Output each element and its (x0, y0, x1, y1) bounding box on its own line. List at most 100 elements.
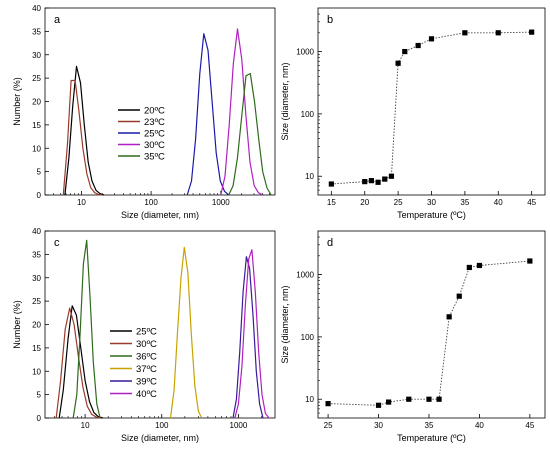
panel-b: 15 20 25 30 35 40 45 10 100 1000 Temperature (ºC) S… (280, 7, 546, 220)
panel-label: d (327, 237, 333, 249)
y-tick-label: 10 (32, 367, 41, 376)
y-tick-label: 100 (301, 110, 315, 119)
data-point (325, 401, 331, 407)
data-point (368, 178, 375, 184)
x-tick-label: 45 (525, 421, 534, 430)
y-axis-label: Size (diameter, nm) (280, 285, 290, 363)
plot-frame (317, 7, 546, 196)
y-tick-label: 10 (305, 172, 314, 181)
data-point (328, 181, 334, 187)
legend-entry: 36ºC (136, 352, 157, 363)
series-line (331, 31, 532, 185)
data-point (386, 399, 392, 405)
y-tick-label: 30 (32, 51, 41, 60)
y-tick-label: 5 (37, 391, 42, 400)
data-point (476, 262, 483, 269)
x-tick-label: 30 (374, 421, 383, 430)
series-line (232, 256, 264, 419)
series-line (169, 246, 203, 419)
x-tick-label: 100 (155, 421, 169, 430)
y-tick-label: 40 (32, 227, 41, 236)
y-tick-label: 20 (32, 321, 41, 330)
legend-entry: 35ºC (144, 152, 165, 163)
y-tick-label: 15 (32, 344, 41, 353)
panel-c: 10 100 1000 0 5 10 15 20 25 30 35 40 Size (diameter,… (12, 227, 276, 443)
plot-frame (44, 230, 276, 419)
data-point (402, 48, 408, 55)
series-line (64, 65, 105, 196)
legend-entry: 30ºC (144, 140, 165, 151)
data-point (527, 258, 533, 264)
y-axis-label: Size (diameter, nm) (280, 62, 290, 140)
x-axis-label: Size (diameter, nm) (121, 433, 199, 443)
x-tick-label: 40 (475, 421, 484, 430)
x-tick-label: 15 (327, 198, 336, 207)
y-tick-label: 25 (32, 74, 41, 83)
y-tick-label: 30 (32, 274, 41, 283)
series-line (58, 305, 103, 419)
legend-entry: 23ºC (144, 117, 165, 128)
y-tick-label: 35 (32, 27, 41, 36)
data-point (362, 179, 368, 185)
data-point (382, 176, 388, 182)
y-tick-label: 20 (32, 98, 41, 107)
y-axis-label: Number (%) (12, 300, 22, 349)
data-point (395, 60, 401, 66)
series-line (72, 239, 101, 419)
data-point (415, 42, 421, 49)
x-tick-label: 1000 (230, 421, 248, 430)
y-tick-label: 35 (32, 250, 41, 259)
panel-d: 25 30 35 40 45 10 100 1000 Temperature (ºC) Size … (280, 230, 546, 443)
y-tick-label: 10 (32, 144, 41, 153)
x-tick-label: 35 (460, 198, 469, 207)
y-tick-label: 100 (301, 333, 315, 342)
panel-label: b (327, 14, 333, 26)
x-tick-label: 25 (394, 198, 403, 207)
data-point (426, 396, 432, 402)
legend-entry: 25ºC (136, 327, 157, 338)
y-tick-label: 10 (305, 395, 314, 404)
x-axis-label: Size (diameter, nm) (121, 210, 199, 220)
data-point (446, 314, 452, 320)
x-tick-label: 30 (427, 198, 436, 207)
panel-a: 10 100 1000 0 5 10 15 20 25 30 35 40 Size (diameter,… (12, 4, 276, 220)
y-tick-label: 25 (32, 297, 41, 306)
series-line (228, 72, 272, 196)
legend-entry: 40ºC (136, 389, 157, 400)
y-tick-label: 1000 (296, 271, 314, 280)
y-tick-label: 15 (32, 121, 41, 130)
x-axis-label: Temperature (ºC) (397, 210, 466, 220)
x-tick-label: 10 (77, 198, 86, 207)
series-line (328, 260, 530, 406)
legend-entry: 37ºC (136, 364, 157, 375)
data-point (456, 293, 462, 299)
x-tick-label: 10 (81, 421, 90, 430)
data-point (436, 396, 442, 402)
data-point (495, 30, 501, 36)
data-point (375, 179, 381, 185)
x-tick-label: 20 (360, 198, 369, 207)
series-line (220, 28, 263, 196)
x-tick-label: 25 (324, 421, 333, 430)
data-point (466, 264, 472, 271)
legend-entry: 39ºC (136, 377, 157, 388)
x-tick-label: 100 (144, 198, 158, 207)
panel-label: a (54, 14, 61, 26)
y-tick-label: 0 (37, 191, 42, 200)
plot-frame (317, 230, 546, 419)
y-tick-label: 1000 (296, 48, 314, 57)
legend-entry: 30ºC (136, 339, 157, 350)
panel-label: c (54, 237, 60, 249)
plot-frame (44, 7, 276, 196)
legend-entry: 25ºC (144, 129, 165, 140)
y-tick-label: 40 (32, 4, 41, 13)
x-tick-label: 45 (527, 198, 536, 207)
y-axis-label: Number (%) (12, 77, 22, 126)
legend-entry: 20ºC (144, 106, 165, 117)
series-line (234, 249, 270, 419)
data-point (406, 396, 412, 402)
data-point (375, 402, 382, 408)
